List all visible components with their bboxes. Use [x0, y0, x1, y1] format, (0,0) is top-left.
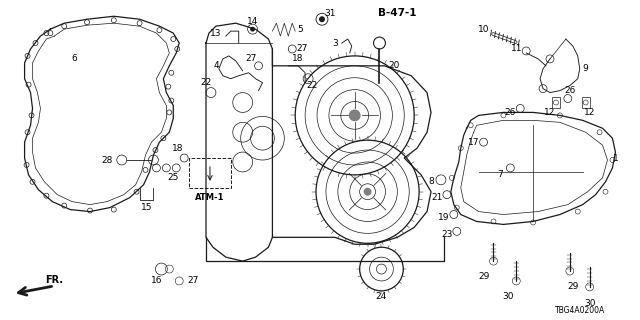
Text: 21: 21 [431, 193, 443, 202]
Text: 27: 27 [188, 276, 199, 285]
Text: 30: 30 [502, 292, 514, 301]
Text: 20: 20 [388, 61, 400, 70]
Text: 11: 11 [511, 44, 522, 53]
Text: 22: 22 [200, 78, 212, 87]
Text: 23: 23 [441, 230, 452, 239]
FancyArrowPatch shape [493, 34, 516, 42]
Text: 16: 16 [150, 276, 162, 285]
Circle shape [250, 27, 255, 32]
Text: 1: 1 [612, 154, 618, 163]
Text: 12: 12 [544, 108, 556, 117]
Text: 18: 18 [172, 144, 183, 153]
Text: 26: 26 [564, 86, 575, 95]
Text: TBG4A0200A: TBG4A0200A [555, 306, 605, 315]
Text: B-47-1: B-47-1 [378, 8, 417, 18]
Text: 14: 14 [247, 17, 259, 26]
Text: 7: 7 [497, 170, 503, 180]
Text: 28: 28 [101, 156, 113, 164]
Text: 8: 8 [428, 177, 434, 186]
FancyArrowPatch shape [493, 34, 516, 42]
Circle shape [319, 16, 325, 22]
Text: 22: 22 [307, 81, 317, 90]
Text: 10: 10 [478, 25, 490, 34]
Text: 12: 12 [584, 108, 595, 117]
Circle shape [364, 188, 372, 196]
Text: 25: 25 [168, 173, 179, 182]
Text: 5: 5 [298, 25, 303, 34]
Text: 29: 29 [478, 272, 489, 282]
Text: 9: 9 [583, 64, 589, 73]
Text: 19: 19 [438, 213, 450, 222]
Circle shape [349, 109, 361, 121]
Text: 3: 3 [332, 38, 338, 48]
Text: 24: 24 [376, 292, 387, 301]
Bar [552, 97, 560, 108]
Text: 4: 4 [213, 61, 219, 70]
Text: 26: 26 [505, 108, 516, 117]
Text: ATM-1: ATM-1 [195, 193, 225, 202]
Text: 31: 31 [324, 9, 335, 18]
Bar [582, 97, 589, 108]
Text: 6: 6 [71, 54, 77, 63]
Text: FR.: FR. [45, 275, 63, 285]
Text: 27: 27 [245, 54, 256, 63]
Text: 13: 13 [210, 28, 221, 38]
Text: 29: 29 [567, 282, 579, 292]
Text: 15: 15 [141, 203, 152, 212]
Text: 27: 27 [296, 44, 308, 53]
Text: 17: 17 [468, 138, 479, 147]
Text: 30: 30 [584, 299, 595, 308]
Text: 18: 18 [292, 54, 304, 63]
